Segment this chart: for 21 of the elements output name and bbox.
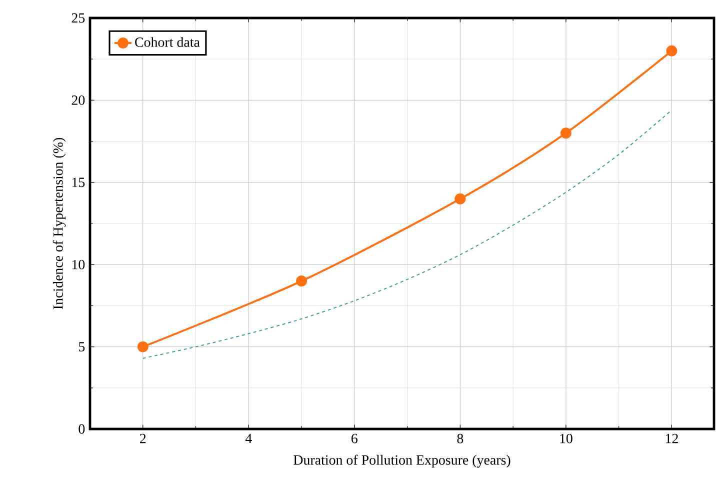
y-tick-label: 15 <box>72 178 85 188</box>
x-tick-label: 2 <box>140 434 146 444</box>
line-series <box>142 110 672 359</box>
legend-label: Cohort data <box>135 37 200 47</box>
x-tick-label: 6 <box>352 434 358 444</box>
y-tick-label: 20 <box>72 95 85 105</box>
x-axis-title: Duration of Pollution Exposure (years) <box>294 454 510 468</box>
point <box>296 276 308 287</box>
x-tick-label: 12 <box>666 434 678 444</box>
x-tick-label: 4 <box>245 434 252 444</box>
y-tick-label: 25 <box>72 13 85 23</box>
x-tick-label: 8 <box>457 434 464 444</box>
y-axis-title: Incidence of Hypertension (%) <box>52 138 66 310</box>
point <box>666 45 678 56</box>
x-tick-label: 10 <box>560 434 572 444</box>
y-tick-label: 5 <box>78 342 85 352</box>
point <box>137 341 148 352</box>
point <box>454 193 466 204</box>
y-tick-label: 0 <box>78 424 85 434</box>
point <box>560 128 572 139</box>
y-tick-label: 10 <box>72 260 85 270</box>
